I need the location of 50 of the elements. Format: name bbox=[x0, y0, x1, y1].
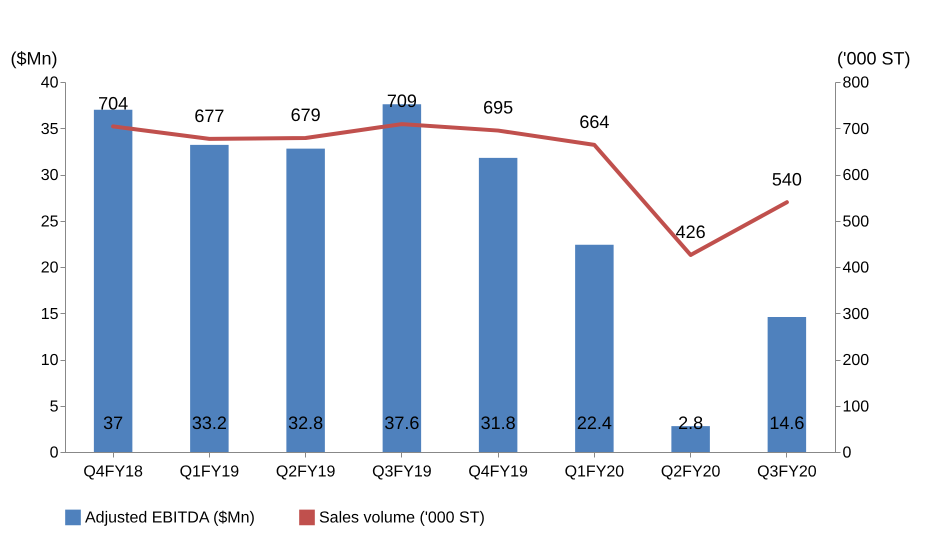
y-tick-label: 25 bbox=[40, 213, 59, 230]
data-label: 31.8 bbox=[480, 413, 516, 433]
data-label: 695 bbox=[483, 98, 514, 118]
y2-tick-label: 600 bbox=[842, 167, 870, 184]
bar bbox=[286, 148, 325, 452]
y-tick-label: 40 bbox=[40, 74, 59, 92]
x-tick-label: Q4FY18 bbox=[83, 464, 144, 480]
data-label: 679 bbox=[290, 104, 321, 125]
data-label: 677 bbox=[194, 106, 224, 126]
y-tick-label: 35 bbox=[40, 120, 59, 138]
y-tick-label: 5 bbox=[50, 398, 59, 416]
y2-axis-title: ('000 ST) bbox=[837, 48, 910, 68]
y-tick-label: 0 bbox=[50, 444, 59, 462]
y2-tick-label: 700 bbox=[842, 120, 870, 138]
data-label: 37 bbox=[103, 413, 124, 433]
x-tick-label: Q2FY20 bbox=[660, 464, 721, 480]
x-tick-label: Q3FY19 bbox=[372, 464, 432, 480]
data-label: 14.6 bbox=[769, 413, 804, 433]
x-tick-label: Q2FY19 bbox=[276, 464, 336, 480]
y2-tick-label: 400 bbox=[842, 260, 870, 276]
bar bbox=[768, 316, 806, 452]
x-tick-label: Q4FY19 bbox=[468, 464, 528, 480]
y2-tick-label: 300 bbox=[842, 306, 870, 323]
data-label: 22.4 bbox=[576, 413, 612, 433]
data-label: 664 bbox=[579, 112, 610, 132]
y-tick-label: 10 bbox=[40, 352, 59, 369]
legend-label: Sales volume ('000 ST) bbox=[319, 509, 485, 526]
y-tick-label: 30 bbox=[40, 167, 59, 184]
y2-tick-label: 200 bbox=[842, 352, 870, 369]
y-tick-label: 15 bbox=[40, 306, 59, 323]
legend-label: Adjusted EBITDA ($Mn) bbox=[85, 509, 255, 526]
bar bbox=[190, 144, 229, 452]
x-tick-label: Q1FY20 bbox=[564, 464, 624, 480]
data-label: 704 bbox=[98, 93, 128, 114]
y2-tick-label: 800 bbox=[842, 74, 870, 92]
y2-tick-label: 100 bbox=[842, 398, 870, 416]
y-axis-title: ($Mn) bbox=[10, 48, 58, 68]
bar bbox=[478, 158, 518, 452]
bar bbox=[94, 110, 132, 452]
y2-tick-label: 0 bbox=[842, 444, 852, 462]
data-label: 426 bbox=[676, 222, 706, 242]
data-label: 540 bbox=[772, 169, 802, 190]
data-label: 32.8 bbox=[288, 413, 324, 433]
y2-tick-label: 500 bbox=[842, 213, 870, 230]
x-tick-label: Q1FY19 bbox=[180, 464, 240, 480]
bar bbox=[575, 244, 614, 452]
data-label: 37.6 bbox=[384, 413, 420, 433]
x-tick-label: Q3FY20 bbox=[757, 464, 817, 480]
y-tick-label: 20 bbox=[40, 260, 59, 276]
data-label: 33.2 bbox=[192, 413, 227, 433]
